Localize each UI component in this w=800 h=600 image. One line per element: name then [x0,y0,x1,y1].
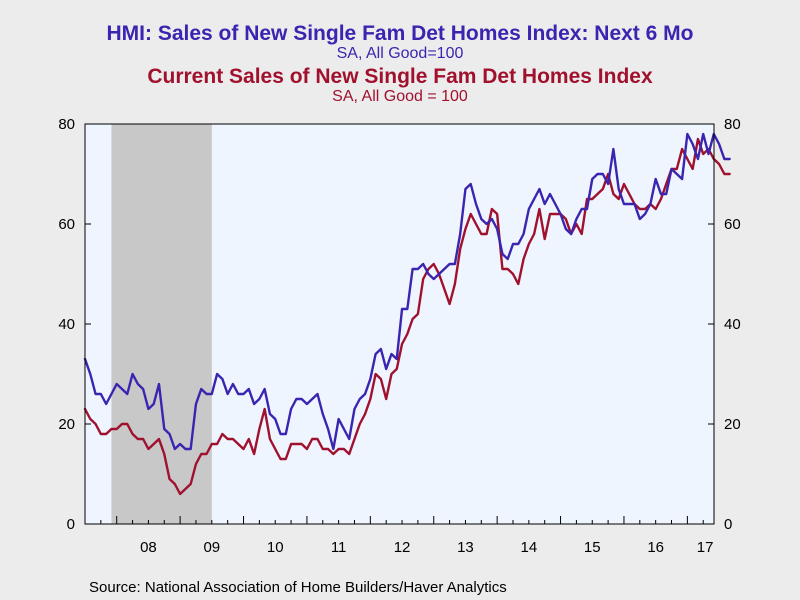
y-tick-label-right: 40 [724,316,741,333]
x-tick-label: 13 [457,539,474,556]
x-tick-label: 09 [203,539,220,556]
y-tick-label-right: 20 [724,416,741,433]
y-tick-label-right: 60 [724,216,741,233]
x-tick-label: 08 [140,539,157,556]
y-tick-label-left: 0 [67,516,75,533]
source-note: Source: National Association of Home Bui… [89,579,507,596]
y-tick-label-right: 0 [724,516,732,533]
y-tick-label-left: 20 [58,416,75,433]
x-tick-label: 16 [647,539,664,556]
chart-title-secondary: Current Sales of New Single Fam Det Home… [147,65,653,88]
x-tick-label: 14 [521,539,538,556]
y-tick-label-left: 40 [58,316,75,333]
recession-shade [111,124,212,524]
plot-frame [84,123,715,525]
series-line-current-sales [83,137,731,496]
y-tick-label-left: 80 [58,116,75,133]
y-tick-label-left: 60 [58,216,75,233]
x-tick-label: 10 [267,539,284,556]
x-tick-label: 17 [697,539,714,556]
chart-subtitle-secondary: SA, All Good = 100 [332,88,468,105]
chart-subtitle-main: SA, All Good=100 [337,45,464,62]
chart-title-main: HMI: Sales of New Single Fam Det Homes I… [107,22,694,45]
x-tick-label: 15 [584,539,601,556]
y-tick-label-right: 80 [724,116,741,133]
x-tick-label: 11 [331,539,347,556]
x-tick-label: 12 [394,539,411,556]
series-line-hmi-next-6-mo [83,132,731,451]
